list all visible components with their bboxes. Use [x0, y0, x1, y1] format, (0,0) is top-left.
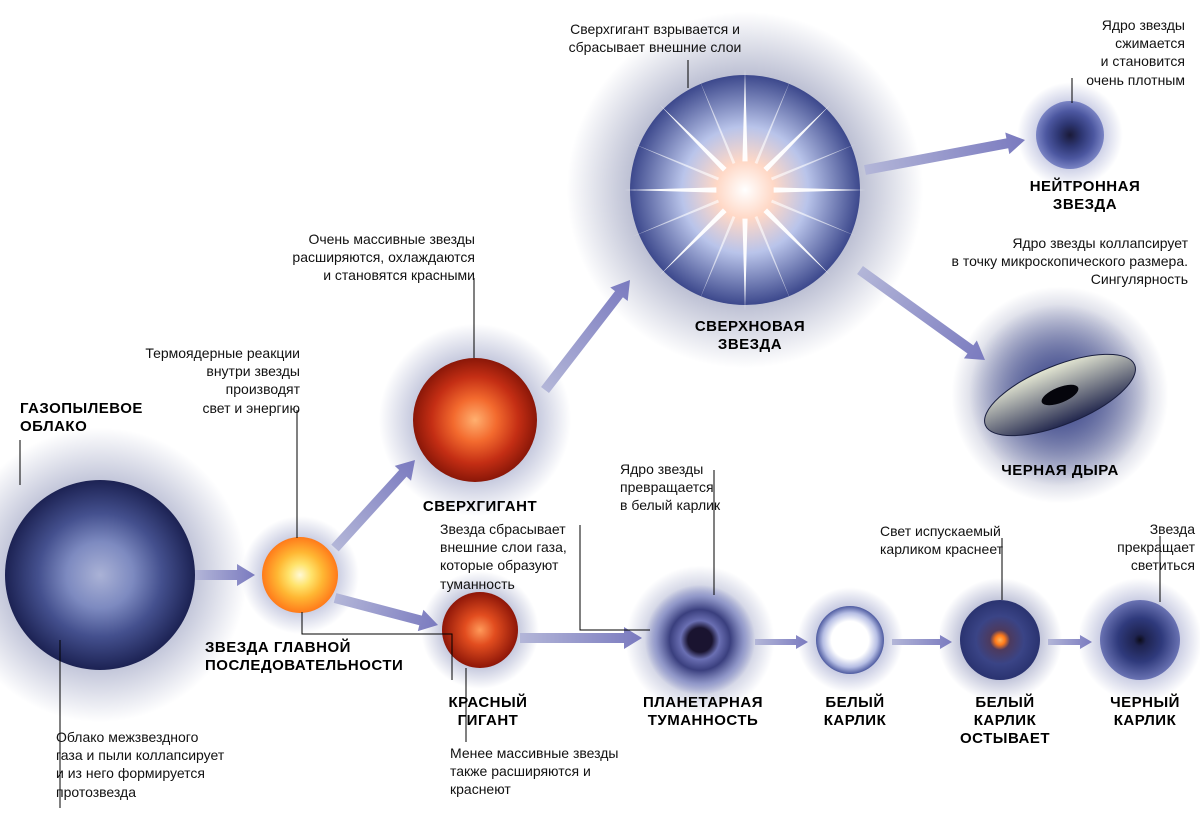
label-supernova: СВЕРХНОВАЯ ЗВЕЗДА	[660, 318, 840, 354]
label-blackdwarf: ЧЕРНЫЙ КАРЛИК	[1085, 694, 1200, 730]
label-blackhole: ЧЕРНАЯ ДЫРА	[970, 462, 1150, 480]
desc-supernova: Сверхгигант взрывается и сбрасывает внеш…	[525, 20, 785, 56]
desc-cooling: Свет испускаемый карликом краснеет	[880, 522, 1040, 558]
label-cooling: БЕЛЫЙ КАРЛИК ОСТЫВАЕТ	[940, 694, 1070, 748]
desc-nebula: Облако межзвездного газа и пыли коллапси…	[56, 728, 266, 801]
desc-mainseq: Термоядерные реакции внутри звезды произ…	[100, 344, 300, 417]
stellar-evolution-diagram: ГАЗОПЫЛЕВОЕ ОБЛАКО ЗВЕЗДА ГЛАВНОЙ ПОСЛЕД…	[0, 0, 1200, 836]
desc-blackhole: Ядро звезды коллапсирует в точку микроск…	[898, 234, 1188, 289]
label-supergiant: СВЕРХГИГАНТ	[400, 498, 560, 516]
label-neutron: НЕЙТРОННАЯ ЗВЕЗДА	[1000, 178, 1170, 214]
label-planetary: ПЛАНЕТАРНАЯ ТУМАННОСТЬ	[618, 694, 788, 730]
desc-neutron: Ядро звезды сжимается и становится очень…	[985, 16, 1185, 89]
desc-redgiant: Менее массивные звезды также расширяются…	[450, 744, 660, 799]
label-whitedwarf: БЕЛЫЙ КАРЛИК	[800, 694, 910, 730]
desc-planetary1: Звезда сбрасывает внешние слои газа, кот…	[440, 520, 610, 593]
label-mainseq: ЗВЕЗДА ГЛАВНОЙ ПОСЛЕДОВАТЕЛЬНОСТИ	[205, 639, 455, 675]
desc-supergiant: Очень массивные звезды расширяются, охла…	[275, 230, 475, 285]
label-redgiant: КРАСНЫЙ ГИГАНТ	[428, 694, 548, 730]
desc-planetary2: Ядро звезды превращается в белый карлик	[620, 460, 780, 515]
desc-blackdwarf: Звезда прекращает светиться	[1075, 520, 1195, 575]
